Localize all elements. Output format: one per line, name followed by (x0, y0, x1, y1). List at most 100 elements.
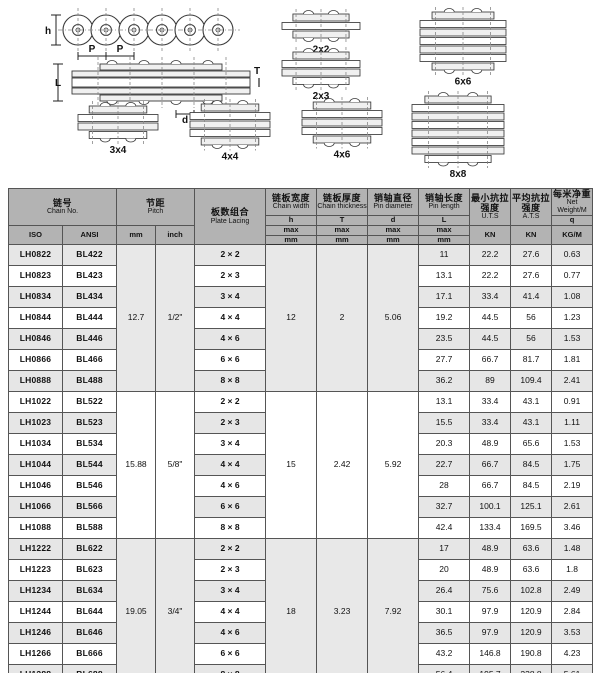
table-row: LH1223 BL623 2 × 3 20 48.9 63.6 1.8 (8, 559, 594, 582)
th-chain-thickness: 链板厚度 Chain thickness (316, 187, 369, 217)
cell-pin-length: 42.4 (418, 517, 471, 540)
th-plate-lacing-cn: 板数组合 (211, 207, 250, 218)
cell-pin-length: 15.5 (418, 412, 471, 435)
cell-pin-length: 20 (418, 559, 471, 582)
config-label: 2x3 (313, 91, 330, 102)
cell-ansi: BL634 (61, 580, 118, 603)
th-uts-en: U.T.S (481, 213, 499, 221)
cell-iso: LH0888 (8, 370, 63, 393)
cell-chain-thickness: 2.42 (316, 391, 369, 540)
cell-pin-length: 27.7 (418, 349, 471, 372)
th-unit-t: mm (316, 234, 369, 246)
cell-uts: 33.4 (469, 412, 512, 435)
cell-pin-length: 13.1 (418, 265, 471, 288)
cell-plate-lacing: 8 × 8 (194, 664, 267, 673)
cell-uts: 100.1 (469, 496, 512, 519)
cell-uts: 66.7 (469, 475, 512, 498)
cell-pin-length: 17.1 (418, 286, 471, 309)
th-net-weight-en: Net Weight/M (557, 199, 587, 215)
th-ats-cn: 平均抗拉强度 (512, 192, 551, 213)
dim-label-p1: P (89, 44, 96, 55)
cell-pin-length: 26.4 (418, 580, 471, 603)
cell-plate-lacing: 3 × 4 (194, 580, 267, 603)
cell-chain-thickness: 3.23 (316, 538, 369, 673)
table-head: 链号 Chain No. 节距 Pitch 板数组合 Plate Lacing … (7, 187, 594, 246)
th-pitch: 节距 Pitch (116, 187, 196, 227)
cell-net-weight: 0.91 (551, 391, 594, 414)
th-net-weight-cn: 每米净重 (553, 189, 592, 199)
cell-ansi: BL646 (61, 622, 118, 645)
th-uts: 最小抗拉强度 U.T.S (469, 187, 512, 227)
cell-ansi: BL623 (61, 559, 118, 582)
th-unit-h: mm (265, 234, 318, 246)
cell-pitch-inch: 5/8" (155, 391, 196, 540)
plan-view-dimensions (53, 57, 260, 118)
config-label: 4x6 (334, 150, 351, 161)
cell-ansi: BL446 (61, 328, 118, 351)
cell-uts: 66.7 (469, 454, 512, 477)
th-chain-no-en: Chain No. (46, 208, 79, 216)
cell-plate-lacing: 2 × 2 (194, 391, 267, 414)
cell-ats: 56 (510, 307, 553, 330)
cell-pin-length: 17 (418, 538, 471, 561)
config-label: 6x6 (455, 77, 472, 88)
th-plate-lacing: 板数组合 Plate Lacing (194, 187, 267, 246)
config-3x4: 3x4 (77, 101, 159, 156)
th-pin-length-en: Pin length (428, 203, 460, 211)
table-row: LH1066 BL566 6 × 6 32.7 100.1 125.1 2.61 (8, 496, 594, 519)
cell-pin-length: 22.7 (418, 454, 471, 477)
cell-pitch-mm: 15.88 (116, 391, 157, 540)
th-unit-l: mm (418, 234, 471, 246)
cell-pin-diameter: 5.06 (367, 244, 420, 393)
cell-ansi: BL544 (61, 454, 118, 477)
th-max-l: max (418, 225, 471, 236)
cell-ats: 120.9 (510, 601, 553, 624)
cell-ansi: BL434 (61, 286, 118, 309)
cell-net-weight: 4.23 (551, 643, 594, 666)
cell-iso: LH1244 (8, 601, 63, 624)
cell-plate-lacing: 4 × 6 (194, 622, 267, 645)
chain-spec-table: 链号 Chain No. 节距 Pitch 板数组合 Plate Lacing … (7, 187, 594, 673)
th-ats-unit: KN (510, 225, 553, 246)
cell-ansi: BL423 (61, 265, 118, 288)
th-chain-thickness-cn: 链板厚度 (323, 193, 362, 204)
cell-uts: 97.9 (469, 601, 512, 624)
cell-ats: 56 (510, 328, 553, 351)
th-ats: 平均抗拉强度 A.T.S (510, 187, 553, 227)
cell-plate-lacing: 3 × 4 (194, 286, 267, 309)
cell-plate-lacing: 4 × 6 (194, 328, 267, 351)
cell-plate-lacing: 4 × 4 (194, 454, 267, 477)
dim-label-T: T (254, 66, 260, 77)
table-body: LH0822 BL422 12.7 1/2" 2 × 2 12 2 5.06 11 22.2 27.… (8, 244, 594, 673)
cell-pin-length: 28 (418, 475, 471, 498)
cell-plate-lacing: 2 × 3 (194, 265, 267, 288)
th-net-weight-unit: KG/M (551, 225, 594, 246)
cell-ats: 102.8 (510, 580, 553, 603)
cell-iso: LH0844 (8, 307, 63, 330)
cell-ansi: BL644 (61, 601, 118, 624)
cell-iso: LH1222 (8, 538, 63, 561)
cell-plate-lacing: 2 × 3 (194, 559, 267, 582)
cell-uts: 133.4 (469, 517, 512, 540)
cell-iso: LH1023 (8, 412, 63, 435)
cell-plate-lacing: 3 × 4 (194, 433, 267, 456)
cell-ats: 27.6 (510, 265, 553, 288)
cell-iso: LH1046 (8, 475, 63, 498)
cell-plate-lacing: 6 × 6 (194, 349, 267, 372)
th-max-d: max (367, 225, 420, 236)
cell-net-weight: 1.53 (551, 433, 594, 456)
cell-iso: LH1246 (8, 622, 63, 645)
cell-ats: 63.6 (510, 538, 553, 561)
cell-uts: 48.9 (469, 538, 512, 561)
th-ansi: ANSI (61, 225, 118, 246)
cell-uts: 44.5 (469, 328, 512, 351)
table-row: LH0866 BL466 6 × 6 27.7 66.7 81.7 1.81 (8, 349, 594, 372)
cell-iso: LH0846 (8, 328, 63, 351)
cell-ats: 84.5 (510, 454, 553, 477)
cell-plate-lacing: 4 × 6 (194, 475, 267, 498)
cell-ansi: BL622 (61, 538, 118, 561)
cell-chain-thickness: 2 (316, 244, 369, 393)
table-row: LH0844 BL444 4 × 4 19.2 44.5 56 1.23 (8, 307, 594, 330)
